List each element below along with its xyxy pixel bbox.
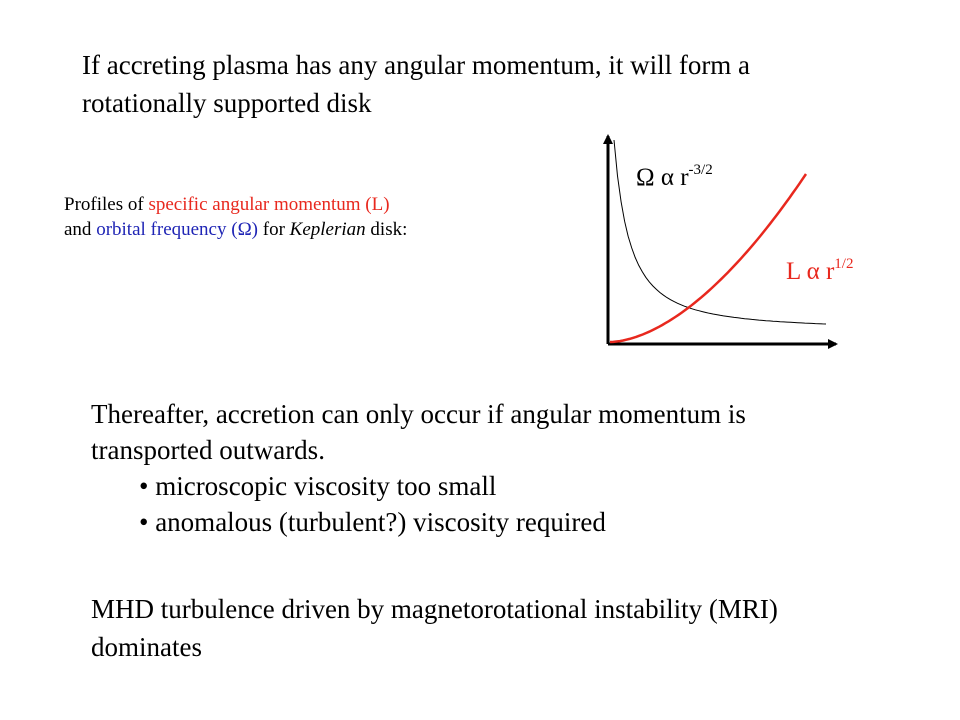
l-exponent: 1/2 — [834, 256, 854, 272]
omega-prop-sign: α — [660, 164, 674, 191]
intro-line-2: rotationally supported disk — [82, 88, 372, 118]
omega-label: Ω α r-3/2 — [636, 162, 713, 192]
profiles-prefix: Profiles of — [64, 194, 149, 215]
intro-line-1: If accreting plasma has any angular mome… — [82, 50, 751, 80]
profile-chart: Ω α r-3/2 L α r1/2 — [596, 130, 853, 360]
mhd-line-2: dominates — [91, 632, 202, 662]
bullet-item: • anomalous (turbulent?) viscosity requi… — [139, 507, 606, 537]
bullet-list: • microscopic viscosity too small • anom… — [139, 468, 931, 540]
l-symbol: L — [786, 258, 801, 285]
main-line-2: transported outwards. — [91, 435, 325, 465]
omega-curve — [613, 139, 827, 325]
orbital-frequency-label: orbital frequency (Ω) — [96, 219, 259, 240]
profiles-line-2: and orbital frequency (Ω) for Keplerian … — [64, 217, 564, 242]
angular-momentum-label: L α r1/2 — [786, 256, 854, 286]
mhd-text: MHD turbulence driven by magnetorotation… — [91, 590, 931, 666]
bullet-item: • microscopic viscosity too small — [139, 471, 497, 501]
main-text: Thereafter, accretion can only occur if … — [91, 396, 931, 540]
profiles-caption: Profiles of specific angular momentum (L… — [64, 192, 564, 242]
profiles-and: and — [64, 219, 97, 240]
omega-base: r — [680, 164, 689, 191]
mhd-line-1: MHD turbulence driven by magnetorotation… — [91, 594, 778, 624]
l-prop-sign: α — [806, 258, 820, 285]
angular-momentum-curve — [609, 173, 808, 344]
specific-angular-momentum-label: specific angular momentum (L) — [148, 194, 390, 215]
profiles-suffix: disk: — [365, 219, 408, 240]
omega-symbol: Ω — [636, 164, 655, 191]
intro-text: If accreting plasma has any angular mome… — [82, 46, 922, 122]
main-line-1: Thereafter, accretion can only occur if … — [91, 399, 746, 429]
profile-chart-svg — [603, 134, 838, 349]
omega-exponent: -3/2 — [688, 162, 713, 178]
profiles-for: for — [258, 219, 290, 240]
keplerian-word: Keplerian — [289, 219, 366, 240]
profiles-line-1: Profiles of specific angular momentum (L… — [64, 192, 564, 217]
l-base: r — [825, 258, 835, 285]
